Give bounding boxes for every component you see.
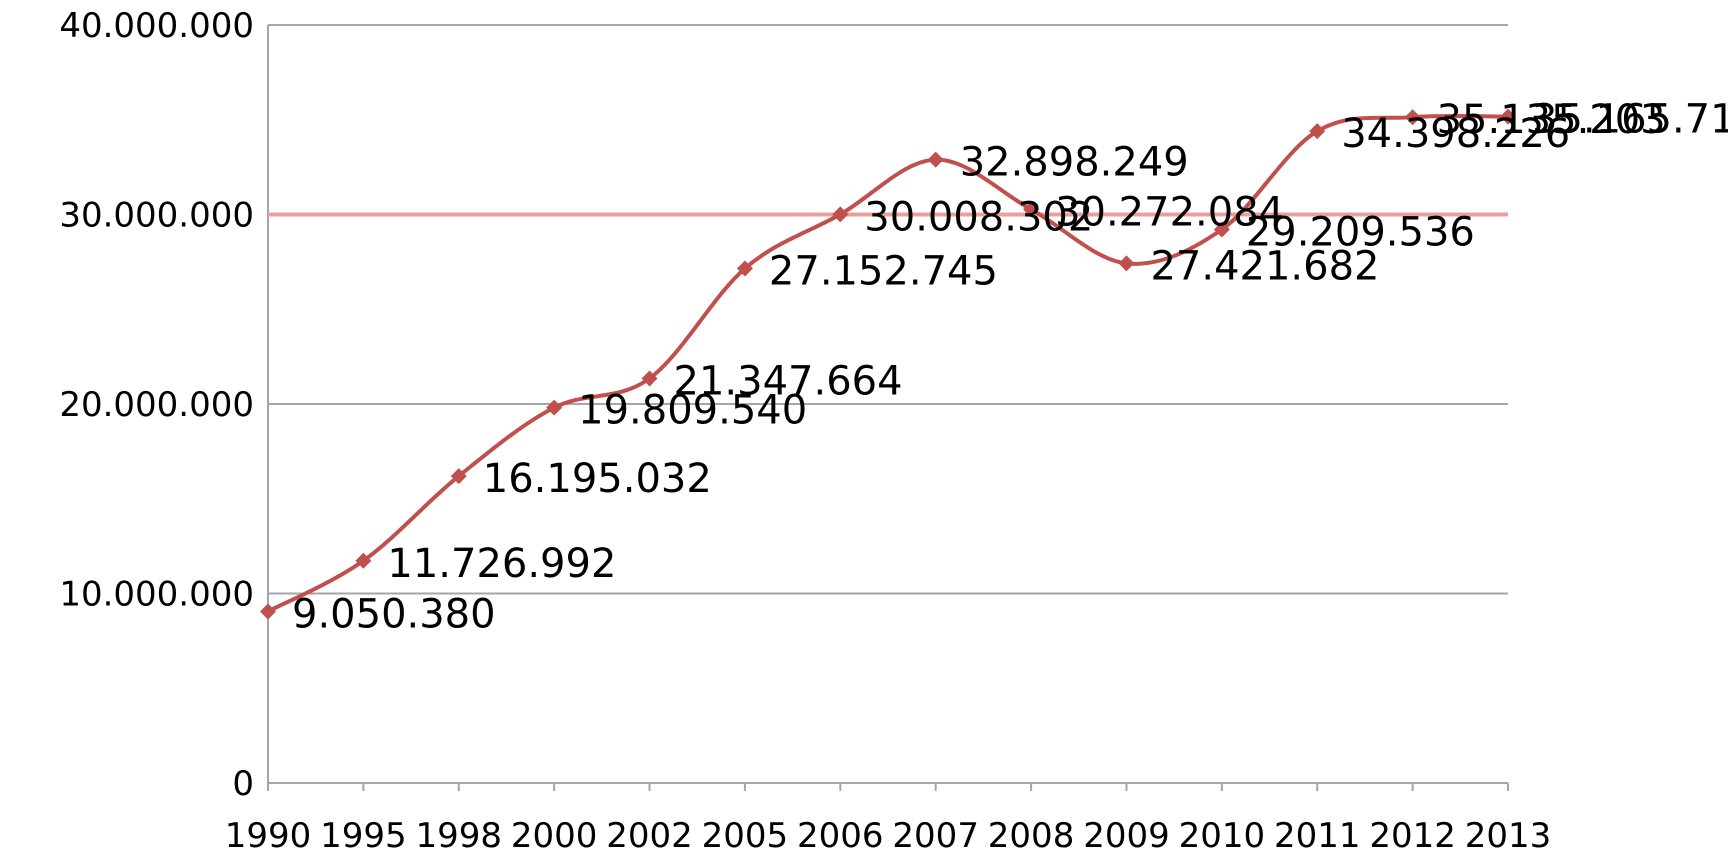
x-tick-label: 1998: [416, 816, 503, 856]
data-point: [1213, 221, 1230, 238]
x-tick-label: 2009: [1083, 816, 1170, 856]
y-tick-label: 0: [232, 764, 254, 804]
data-point: [1500, 108, 1516, 125]
data-label: 27.152.745: [769, 248, 998, 294]
data-point: [260, 603, 276, 620]
x-tick-label: 1995: [320, 816, 407, 856]
data-point: [1118, 255, 1135, 272]
data-point: [546, 399, 563, 416]
data-point: [1404, 109, 1421, 126]
data-label: 19.809.540: [578, 388, 807, 434]
data-label: 29.209.536: [1246, 209, 1475, 255]
data-point: [1023, 201, 1040, 218]
tick-labels: 0 10.000.000 20.000.000 30.000.000 40.000.00…: [59, 6, 1551, 856]
data-label: 27.421.682: [1150, 243, 1379, 289]
y-tick-label: 20.000.000: [59, 385, 254, 425]
data-point: [736, 260, 753, 277]
data-label: 32.898.249: [960, 140, 1189, 186]
data-label: 35.165.713: [1532, 97, 1728, 143]
x-tick-label: 1990: [225, 816, 312, 856]
data-point: [1309, 123, 1326, 140]
data-label: 16.195.032: [483, 456, 712, 502]
data-label: 30.272.084: [1055, 189, 1284, 235]
x-tick-label: 2005: [702, 816, 789, 856]
data-point: [641, 370, 658, 387]
x-tick-label: 2008: [988, 816, 1075, 856]
data-point: [355, 552, 372, 569]
x-tick-label: 2010: [1179, 816, 1266, 856]
data-label: 34.398.226: [1341, 111, 1570, 157]
series-line-group: [267, 113, 1509, 614]
y-tick-label: 10.000.000: [59, 575, 254, 615]
data-labels: 9.050.38011.726.99216.195.03219.809.5402…: [292, 97, 1728, 638]
markers: [260, 108, 1516, 620]
x-tick-label: 2002: [606, 816, 693, 856]
series-line: [267, 113, 1509, 614]
data-label: 35.135.203: [1437, 97, 1666, 143]
data-label: 21.347.664: [674, 358, 903, 404]
data-label: 11.726.992: [387, 541, 616, 587]
y-tick-label: 30.000.000: [59, 196, 254, 236]
x-tick-label: 2000: [511, 816, 598, 856]
x-tick-label: 2011: [1274, 816, 1361, 856]
y-tick-label: 40.000.000: [59, 6, 254, 46]
axes: [267, 25, 1509, 791]
x-tick-label: 2013: [1465, 816, 1552, 856]
data-point: [927, 151, 944, 168]
data-label: 9.050.380: [292, 591, 496, 637]
data-point: [832, 206, 849, 223]
gridlines: [268, 24, 1508, 595]
data-point: [450, 468, 467, 485]
x-tick-label: 2006: [797, 816, 884, 856]
x-tick-label: 2007: [892, 816, 979, 856]
x-tick-label: 2012: [1369, 816, 1456, 856]
data-label: 30.008.302: [864, 194, 1093, 240]
